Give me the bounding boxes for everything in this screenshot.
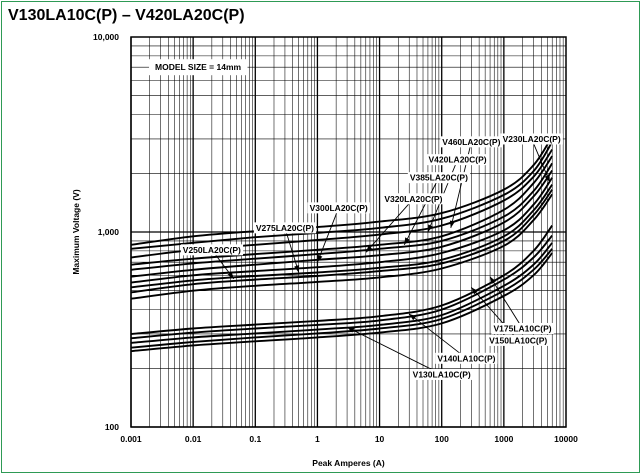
curves <box>130 135 554 353</box>
y-tick-label: 100 <box>105 422 119 432</box>
curve-label-bg-2 <box>426 154 489 166</box>
label-leader-9 <box>489 276 523 329</box>
label-arrow-10 <box>471 287 478 295</box>
curve-line-1 <box>130 135 554 246</box>
curve-label-bg-4 <box>382 193 445 205</box>
curve-line-11 <box>130 224 553 335</box>
curve-line-2 <box>130 141 554 250</box>
label-leader-8 <box>531 138 551 183</box>
curve-label-bg-7 <box>180 244 244 256</box>
x-tick-label: 0.01 <box>185 434 202 444</box>
label-leader-12 <box>346 326 442 375</box>
curve-label-bg-3 <box>407 172 471 184</box>
plot-area <box>130 36 567 428</box>
curve-label-1: V460LA20C(P) <box>442 137 500 147</box>
x-tick-label: 1000 <box>494 434 513 444</box>
curve-label-bg-9 <box>491 322 554 334</box>
x-axis-label: Peak Amperes (A) <box>312 458 385 468</box>
y-tick-label: 10,000 <box>93 32 119 42</box>
label-arrow-2 <box>427 224 433 232</box>
curve-line-6 <box>130 169 553 278</box>
curve-line-4 <box>130 155 553 266</box>
curve-label-7: V250LA20C(P) <box>183 245 241 255</box>
curve-line-14 <box>130 248 553 349</box>
y-axis-label: Maximum Voltage (V) <box>71 189 81 274</box>
label-arrow-1 <box>449 220 455 228</box>
label-arrow-7 <box>227 271 234 279</box>
curve-label-12: V130LA10C(P) <box>413 369 471 379</box>
curve-line-10 <box>130 193 553 300</box>
label-leaders <box>211 138 551 375</box>
curve-label-5: V300LA20C(P) <box>310 203 368 213</box>
label-arrow-5 <box>317 254 323 263</box>
curve-label-bg-10 <box>487 334 550 346</box>
curve-label-bg-12 <box>410 368 473 380</box>
curve-label-bg-1 <box>440 136 503 148</box>
label-arrow-6 <box>294 265 300 273</box>
y-tick-labels: 100 1,000 10,000 <box>93 32 119 432</box>
label-leader-4 <box>365 198 414 253</box>
curve-label-bg-11 <box>435 352 498 364</box>
curve-line-5 <box>130 162 553 271</box>
annotation-box <box>149 59 248 76</box>
curve-label-bg-8 <box>500 133 563 145</box>
chart-title: V130LA10C(P) – V420LA20C(P) <box>8 7 245 24</box>
curve-line-9 <box>130 189 553 294</box>
curve-line-7 <box>130 177 553 284</box>
curve-line-13 <box>130 242 553 344</box>
curve-label-8: V230LA20C(P) <box>503 134 561 144</box>
label-arrow-4 <box>365 245 373 253</box>
label-arrow-3 <box>404 237 410 245</box>
curve-label-2: V420LA20C(P) <box>429 155 487 165</box>
curve-label-11: V140LA10C(P) <box>437 353 495 363</box>
curve-label-4: V320LA20C(P) <box>384 194 442 204</box>
label-leader-11 <box>408 313 467 359</box>
x-tick-labels: 0.001 0.01 0.1 1 10 100 1000 10000 <box>120 434 578 444</box>
label-arrow-8 <box>544 174 550 183</box>
label-leader-5 <box>317 207 340 263</box>
x-tick-label: 0.001 <box>120 434 142 444</box>
label-arrow-12 <box>347 327 355 333</box>
curve-label-10: V150LA10C(P) <box>489 335 547 345</box>
y-tick-label: 1,000 <box>98 227 120 237</box>
annotation: MODEL SIZE = 14mm <box>155 62 241 72</box>
curve-label-9: V175LA10C(P) <box>494 323 552 333</box>
curve-line-8 <box>130 184 553 289</box>
curve-line-12 <box>130 234 553 340</box>
curve-label-3: V385LA20C(P) <box>410 173 468 183</box>
curve-line-15 <box>130 252 553 353</box>
grid <box>130 37 566 428</box>
x-tick-label: 0.1 <box>249 434 261 444</box>
curve-label-bg-5 <box>307 202 370 214</box>
x-tick-label: 100 <box>435 434 449 444</box>
curve-labels: V460LA20C(P) V420LA20C(P) V385LA20C(P) V320… <box>180 133 563 380</box>
label-arrow-9 <box>490 276 496 284</box>
label-leader-3 <box>403 177 440 245</box>
label-arrow-11 <box>409 313 417 321</box>
x-tick-label: 10 <box>375 434 385 444</box>
label-leader-6 <box>284 227 300 273</box>
x-tick-label: 10000 <box>554 434 578 444</box>
curve-label-bg-6 <box>253 222 317 234</box>
x-tick-label: 1 <box>315 434 320 444</box>
curve-label-6: V275LA20C(P) <box>256 223 314 233</box>
